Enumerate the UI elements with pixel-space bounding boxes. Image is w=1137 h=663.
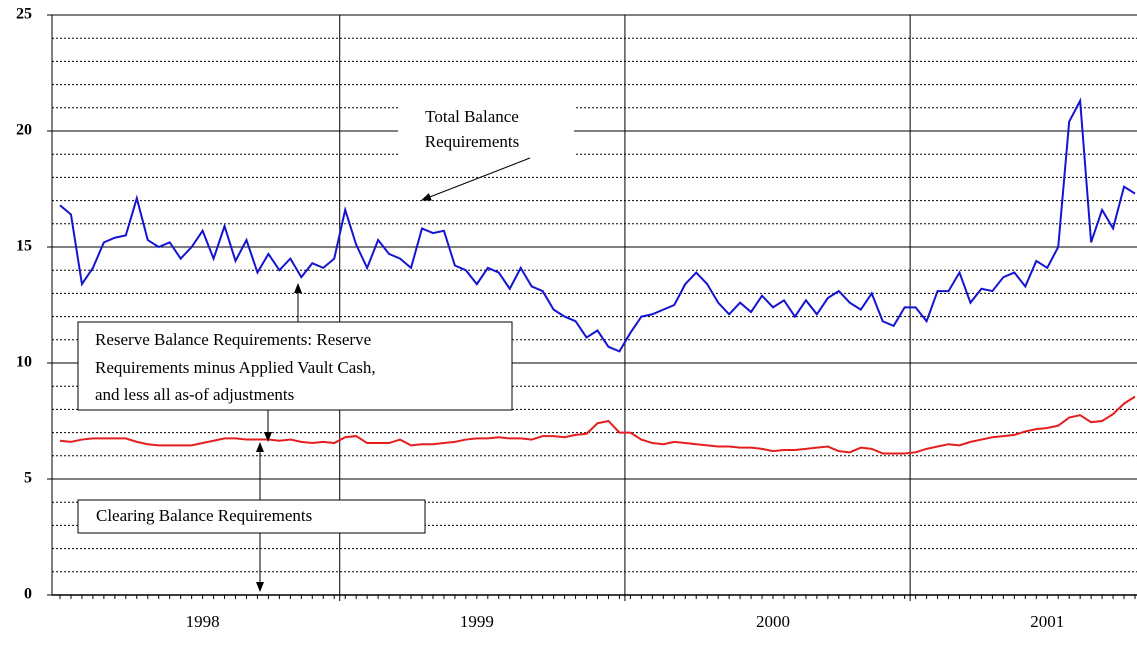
x-tick-label: 2001 [1030, 612, 1064, 631]
annotation-text: Requirements [425, 132, 519, 151]
annotation-text: Requirements minus Applied Vault Cash, [95, 358, 376, 377]
series-line [59, 395, 1136, 455]
y-tick-label: 0 [24, 586, 32, 603]
annotation-text: Reserve Balance Requirements: Reserve [95, 330, 371, 349]
annotation-text: Total Balance [425, 107, 519, 126]
annotation-arrow [421, 157, 531, 201]
y-tick-label: 5 [24, 470, 32, 487]
annotation-text: Clearing Balance Requirements [96, 506, 312, 525]
series-line [59, 97, 1136, 353]
annotation-text: and less all as-of adjustments [95, 385, 294, 404]
x-tick-label: 1998 [186, 612, 220, 631]
annotation-background [398, 104, 574, 156]
y-tick-label: 20 [16, 122, 32, 139]
y-tick-label: 10 [16, 354, 32, 371]
grid: 0 5 10 15 20 25 1998 1999 2000 2001 [16, 6, 1137, 631]
y-tick-label: 25 [16, 6, 32, 23]
y-tick-label: 15 [16, 238, 32, 255]
plot [59, 97, 1136, 455]
annotations: Total Balance Requirements Reserve Balan… [77, 104, 574, 592]
x-tick-label: 1999 [460, 612, 494, 631]
annotation-box [77, 321, 513, 411]
x-tick-label: 2000 [756, 612, 790, 631]
annotation-box [77, 499, 426, 534]
